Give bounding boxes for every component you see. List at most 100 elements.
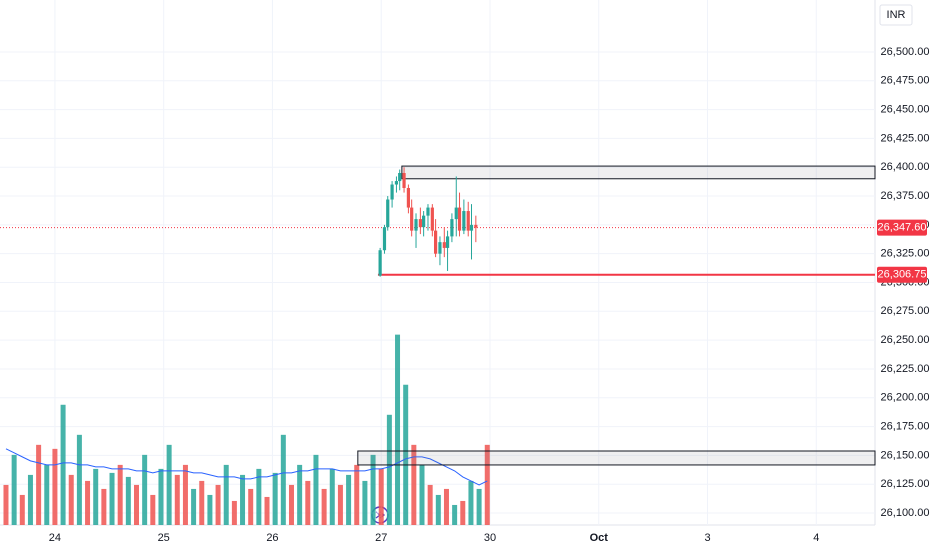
x-tick-label: 27 <box>375 532 387 544</box>
y-tick-label: 26,150.00 <box>881 449 930 461</box>
volume-bar <box>117 464 123 525</box>
volume-bar <box>484 444 490 525</box>
volume-bar <box>182 464 188 525</box>
volume-bar <box>109 472 115 525</box>
volume-bar <box>370 454 376 525</box>
volume-bar <box>443 488 449 525</box>
y-tick-label: 26,475.00 <box>881 75 930 87</box>
price-label: 26,306.75 <box>878 269 927 281</box>
candle-body <box>457 207 462 231</box>
volume-bar <box>354 464 360 525</box>
candle-body <box>426 207 430 216</box>
volume-bar <box>150 494 156 525</box>
candle-body <box>450 219 454 237</box>
volume-bar <box>313 454 319 525</box>
volume-bar <box>280 434 286 525</box>
volume-bar <box>60 404 66 525</box>
volume-bar <box>476 488 482 525</box>
volume-bar <box>36 444 42 525</box>
y-tick-label: 26,425.00 <box>881 132 930 144</box>
volume-bar <box>248 488 254 525</box>
volume-bar <box>3 484 9 525</box>
volume-bar <box>419 464 425 525</box>
candle-body <box>414 219 418 231</box>
volume-bar <box>256 468 262 525</box>
volume-bar <box>199 480 205 525</box>
y-tick-label: 26,175.00 <box>881 420 930 432</box>
candle-body <box>386 199 390 228</box>
y-tick-label: 26,375.00 <box>881 190 930 202</box>
x-tick-label: 3 <box>704 532 710 544</box>
x-tick-label: 30 <box>484 532 496 544</box>
candle-body <box>382 227 387 251</box>
volume-bar <box>142 454 148 525</box>
volume-bar <box>44 464 50 525</box>
volume-bar <box>11 454 17 525</box>
volume-bar <box>362 480 368 525</box>
volume-bar <box>288 484 294 525</box>
price-label-box <box>877 266 927 283</box>
currency-box[interactable] <box>879 4 913 26</box>
candle-body <box>378 250 382 276</box>
price-label-box <box>877 219 927 236</box>
volume-bar <box>427 484 433 525</box>
volume-bar <box>215 484 221 525</box>
candle-body <box>394 181 399 185</box>
candle-body <box>454 207 458 220</box>
candle-body <box>410 207 414 231</box>
candle-body <box>406 187 411 208</box>
candle-body <box>402 173 406 188</box>
volume-bar <box>93 468 99 525</box>
volume-bar <box>166 444 172 525</box>
volume-bar <box>468 480 474 525</box>
candle-body <box>418 219 422 228</box>
candle-body <box>390 184 394 200</box>
candle-body <box>445 236 450 248</box>
volume-bar <box>337 484 343 525</box>
volume-bar <box>297 464 303 525</box>
y-tick-label: 26,400.00 <box>881 161 930 173</box>
y-tick-label: 26,100.00 <box>881 507 930 519</box>
zone <box>401 165 876 180</box>
candle-body <box>466 211 470 231</box>
volume-bar <box>68 474 74 525</box>
volume-bar <box>272 472 278 525</box>
volume-bar <box>52 448 58 525</box>
volume-ma <box>5 448 488 486</box>
candle-body <box>438 242 442 254</box>
volume-bar <box>231 500 237 525</box>
volume-bar <box>378 468 384 525</box>
volume-bar <box>411 444 417 525</box>
x-tick-label: 4 <box>813 532 819 544</box>
candle-body <box>442 242 446 248</box>
volume-bar <box>158 468 164 525</box>
y-tick-label: 26,200.00 <box>881 392 930 404</box>
volume-bar <box>346 474 352 525</box>
volume-bar <box>403 384 409 525</box>
currency: INR <box>887 9 906 21</box>
y-tick-label: 26,275.00 <box>881 305 930 317</box>
volume-bar <box>27 474 33 525</box>
volume-bar <box>125 476 131 525</box>
volume-bar <box>395 334 401 525</box>
volume-bar <box>321 488 327 525</box>
volume-bar <box>329 468 335 525</box>
x-tick-label: 25 <box>158 532 170 544</box>
volume-bar <box>85 480 91 525</box>
candle-body <box>398 173 402 182</box>
volume-bar <box>191 488 197 525</box>
volume-bar <box>386 414 392 525</box>
candle-body <box>469 224 474 231</box>
x-tick-label: Oct <box>590 532 609 544</box>
volume-bar <box>240 474 246 525</box>
x-tick-label: 24 <box>49 532 61 544</box>
y-tick-label: 26,325.00 <box>881 248 930 260</box>
y-tick-label: 26,225.00 <box>881 363 930 375</box>
volume-bar <box>133 484 139 525</box>
volume-bar <box>452 504 458 525</box>
y-tick-label: 26,450.00 <box>881 104 930 116</box>
candle-body <box>433 230 438 254</box>
volume-bar <box>19 494 25 525</box>
